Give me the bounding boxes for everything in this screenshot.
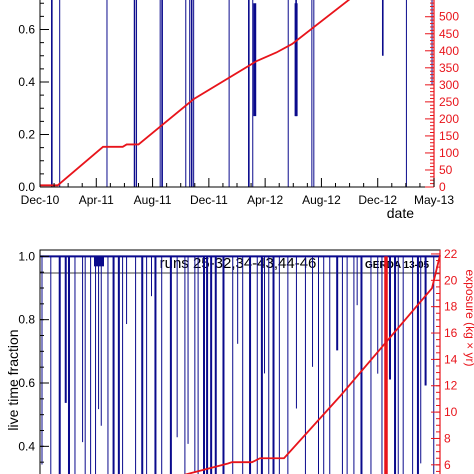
x-tick-label: Dec-10	[21, 193, 60, 207]
y-tick-label: 1.0	[18, 249, 35, 263]
y-right-tick-label: 200	[439, 112, 459, 126]
y-tick-label: 0.4	[18, 75, 35, 89]
y-right-tick-label: 400	[439, 44, 459, 58]
y-right-tick-label: 16	[444, 326, 458, 340]
y-axis-label: live time fraction	[5, 329, 21, 430]
y-right-tick-label: 12	[444, 379, 458, 393]
x-tick-label: Apr-11	[79, 193, 114, 207]
y-right-tick-label: 150	[439, 129, 459, 143]
y-right-tick-label: 20	[444, 273, 458, 287]
y-right-tick-label: 0	[439, 180, 446, 194]
y-right-tick-label: 10	[444, 405, 458, 419]
y-tick-label: 0.2	[18, 128, 35, 142]
x-tick-label: May-13	[414, 193, 454, 207]
y-right-tick-label: 18	[444, 300, 458, 314]
exposure-line	[183, 255, 441, 474]
y-right-tick-label: 350	[439, 61, 459, 75]
x-tick-label: Aug-12	[302, 193, 341, 207]
exposure-line	[40, 0, 351, 187]
y-tick-label: 0.4	[18, 439, 35, 453]
y-right-tick-label: 500	[439, 10, 459, 24]
y-tick-label: 0.6	[18, 23, 35, 37]
y-tick-label: 0.8	[18, 313, 35, 327]
y-right-tick-label: 250	[439, 95, 459, 109]
y-right-tick-label: 14	[444, 352, 458, 366]
y-tick-label: 0.6	[18, 376, 35, 390]
x-tick-label: Dec-11	[190, 193, 228, 207]
x-tick-label: Dec-12	[358, 193, 397, 207]
x-axis-label: date	[387, 205, 414, 221]
y-right-axis-label: exposure (kg × yr)	[463, 269, 474, 366]
bottom-panel: runs 25-32,34-43,44-46 GERDA 13-050.40.60…	[5, 247, 474, 474]
plot-frame	[39, 249, 441, 474]
live-dense-band	[294, 3, 298, 117]
y-right-tick-label: 22	[444, 247, 458, 261]
y-right-tick-label: 8	[444, 431, 451, 445]
live-dense-band	[253, 3, 257, 117]
y-right-tick-label: 300	[439, 78, 459, 92]
y-right-tick-label: 50	[439, 163, 453, 177]
y-right-tick-label: 100	[439, 146, 459, 160]
live-blob	[94, 256, 104, 267]
y-tick-label: 0.0	[18, 180, 35, 194]
y-right-tick-label: 6	[444, 458, 451, 472]
top-panel: 0.0 0.2 0.4 0.6 0 50 100 150 200 250 300 350 400 450 5…	[18, 0, 459, 221]
x-tick-label: Apr-12	[247, 193, 283, 207]
chart-tag: GERDA 13-05	[365, 260, 430, 271]
x-tick-label: Aug-11	[134, 193, 172, 207]
y-right-tick-label: 450	[439, 27, 459, 41]
